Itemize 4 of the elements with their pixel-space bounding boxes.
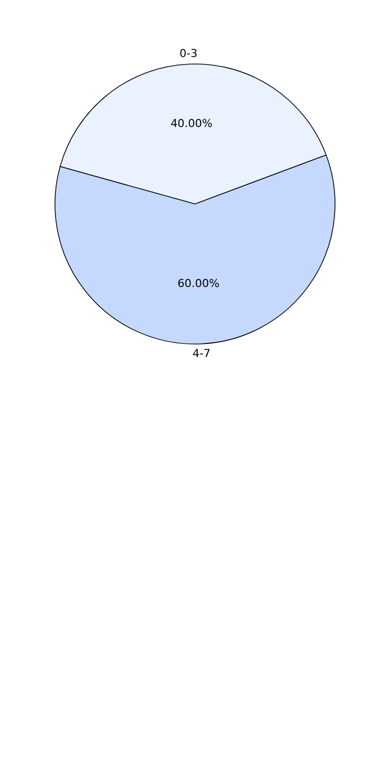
data-label: 60.00% — [177, 276, 220, 290]
slice-label: 0-3 — [180, 47, 198, 60]
data-label: 40.00% — [170, 117, 213, 130]
slice-label: 4-7 — [192, 346, 210, 360]
